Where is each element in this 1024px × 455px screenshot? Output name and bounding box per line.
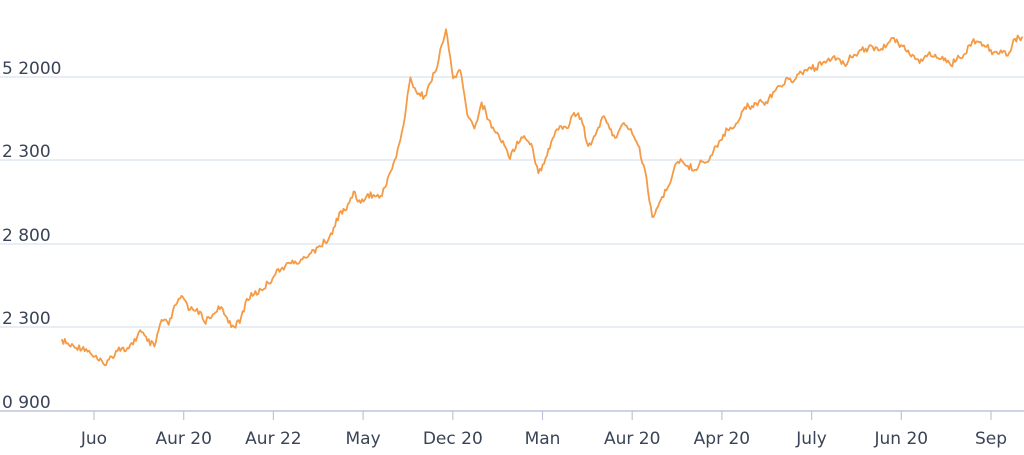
series-layer [61,28,1023,367]
y-tick-label: 5 2000 [2,59,61,79]
y-tick-label: 2 800 [2,226,51,246]
y-tick-label: 2 300 [2,309,51,329]
grid-layer [0,76,1024,412]
x-tick-label: Man [525,429,561,449]
x-tick-label: Apr 20 [694,429,750,449]
x-tick-label: May [346,429,381,449]
x-tick-label: Juo [80,429,107,449]
x-tick-label: Jun 20 [873,429,928,449]
x-tick-label: Sep [975,429,1007,449]
y-tick-label: 0 900 [2,393,51,413]
x-axis-tick-labels: Juo Aur 20 Aur 22 May Dec 20 Man Aur 20 Apr 20 J… [80,411,1007,449]
y-tick-label: 2 300 [2,142,51,162]
series-line [61,28,1023,367]
x-tick-label: Aur 22 [245,429,301,449]
x-tick-label: Aur 20 [604,429,660,449]
x-tick-label: Aur 20 [155,429,211,449]
y-axis-tick-labels: 5 2000 2 300 2 800 2 300 0 900 [2,59,61,413]
x-tick-label: July [795,429,827,449]
x-tick-label: Dec 20 [423,429,483,449]
